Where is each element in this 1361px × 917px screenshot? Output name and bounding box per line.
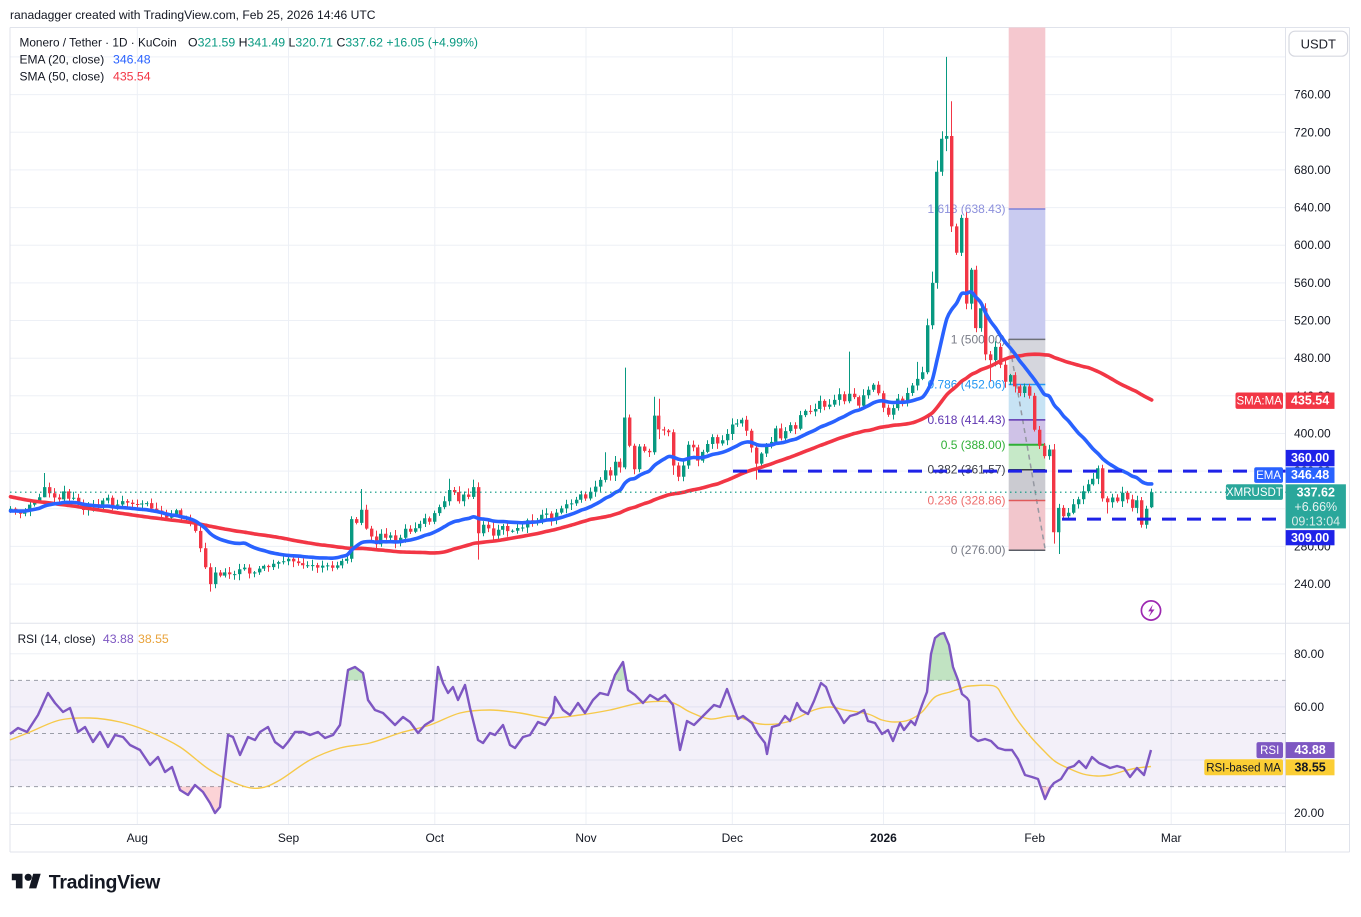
svg-text:1.618 (638.43): 1.618 (638.43) xyxy=(927,202,1005,216)
svg-text:400.00: 400.00 xyxy=(1294,427,1331,441)
svg-text:Dec: Dec xyxy=(722,831,743,845)
svg-text:560.00: 560.00 xyxy=(1294,276,1331,290)
svg-text:RSI-based MA: RSI-based MA xyxy=(1206,762,1281,774)
svg-text:O321.59 H341.49 L320.71 C337.6: O321.59 H341.49 L320.71 C337.62 +16.05 (… xyxy=(188,36,478,50)
svg-text:0.5 (388.00): 0.5 (388.00) xyxy=(941,438,1006,452)
svg-text:Mar: Mar xyxy=(1161,831,1182,845)
svg-text:Aug: Aug xyxy=(127,831,148,845)
svg-text:760.00: 760.00 xyxy=(1294,88,1331,102)
svg-text:600.00: 600.00 xyxy=(1294,238,1331,252)
svg-text:20.00: 20.00 xyxy=(1294,806,1324,820)
svg-text:337.62: 337.62 xyxy=(1297,486,1335,500)
svg-text:SMA (50, close): SMA (50, close) xyxy=(20,70,105,84)
svg-text:435.54: 435.54 xyxy=(113,70,151,84)
svg-text:Sep: Sep xyxy=(278,831,300,845)
svg-text:240.00: 240.00 xyxy=(1294,577,1331,591)
svg-text:720.00: 720.00 xyxy=(1294,125,1331,139)
svg-text:480.00: 480.00 xyxy=(1294,351,1331,365)
svg-text:520.00: 520.00 xyxy=(1294,314,1331,328)
svg-text:Oct: Oct xyxy=(425,831,444,845)
svg-text:EMA (20, close): EMA (20, close) xyxy=(20,53,105,67)
svg-text:Feb: Feb xyxy=(1024,831,1045,845)
svg-text:43.88: 43.88 xyxy=(103,632,134,646)
svg-text:USDT: USDT xyxy=(1301,37,1336,52)
svg-text:2026: 2026 xyxy=(870,831,897,845)
svg-text:60.00: 60.00 xyxy=(1294,700,1324,714)
svg-text:SMA:MA: SMA:MA xyxy=(1237,396,1283,408)
svg-text:RSI: RSI xyxy=(1260,745,1279,757)
svg-text:Monero / Tether · 1D · KuCoin: Monero / Tether · 1D · KuCoin xyxy=(20,36,177,50)
svg-text:ranadagger created with Tradin: ranadagger created with TradingView.com,… xyxy=(10,8,376,22)
svg-text:309.00: 309.00 xyxy=(1291,531,1329,545)
svg-text:EMA: EMA xyxy=(1256,470,1281,482)
svg-text:680.00: 680.00 xyxy=(1294,163,1331,177)
svg-text:435.54: 435.54 xyxy=(1291,394,1329,408)
svg-text:1 (500.00): 1 (500.00) xyxy=(951,332,1006,346)
svg-text:43.88: 43.88 xyxy=(1294,743,1325,757)
svg-text:0.618 (414.43): 0.618 (414.43) xyxy=(927,413,1005,427)
svg-text:XMRUSDT: XMRUSDT xyxy=(1226,487,1283,499)
svg-text:+6.66%: +6.66% xyxy=(1294,500,1337,514)
svg-text:346.48: 346.48 xyxy=(113,53,151,67)
svg-text:0.236 (328.86): 0.236 (328.86) xyxy=(927,494,1005,508)
svg-text:80.00: 80.00 xyxy=(1294,647,1324,661)
svg-text:38.55: 38.55 xyxy=(1294,760,1325,774)
svg-text:0.786 (452.06): 0.786 (452.06) xyxy=(927,378,1005,392)
svg-text:640.00: 640.00 xyxy=(1294,201,1331,215)
svg-text:09:13:04: 09:13:04 xyxy=(1291,515,1340,529)
svg-text:360.00: 360.00 xyxy=(1291,451,1329,465)
svg-text:Nov: Nov xyxy=(575,831,596,845)
svg-text:346.48: 346.48 xyxy=(1291,468,1329,482)
svg-text:TradingView: TradingView xyxy=(49,872,161,894)
svg-text:0 (276.00): 0 (276.00) xyxy=(951,543,1006,557)
svg-text:38.55: 38.55 xyxy=(138,632,169,646)
svg-text:RSI (14, close): RSI (14, close) xyxy=(18,632,96,646)
